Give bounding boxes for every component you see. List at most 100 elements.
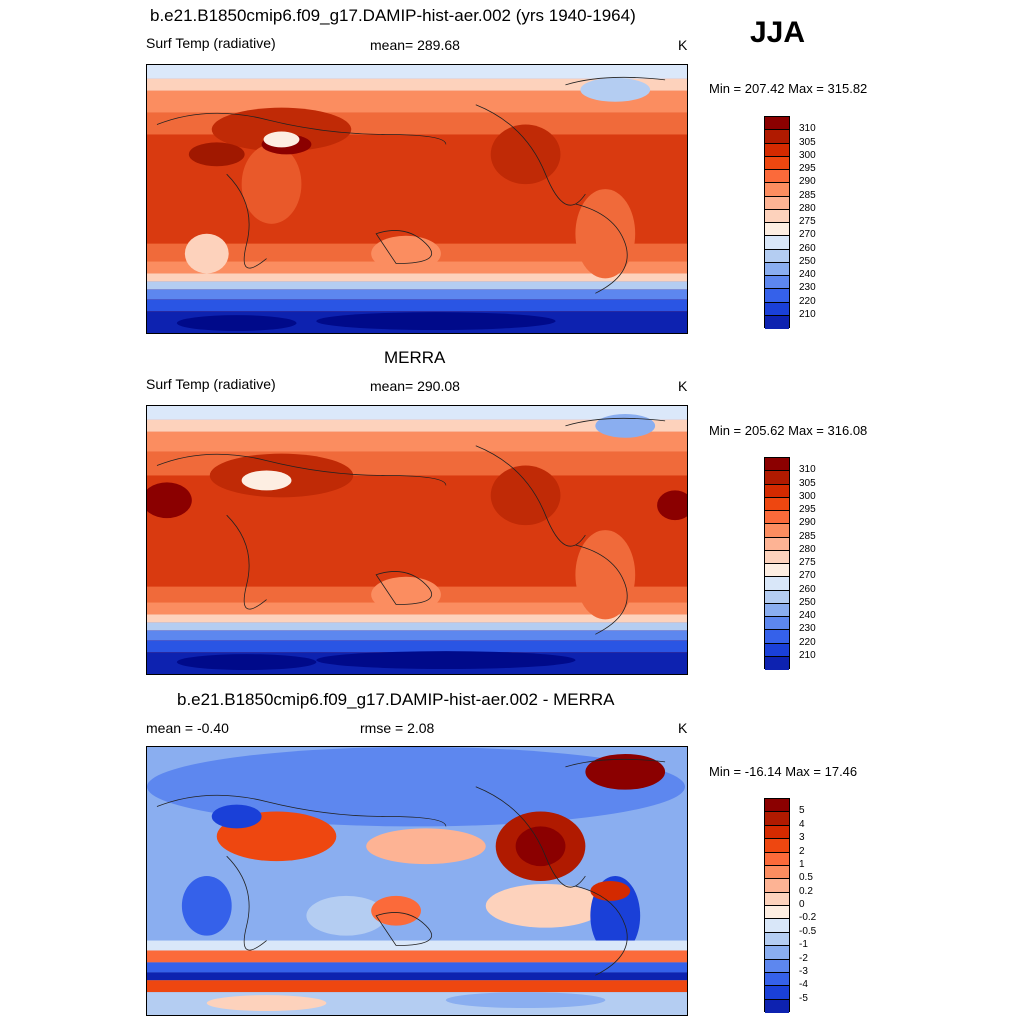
units-label: K: [678, 720, 688, 736]
colorbar-box: [765, 906, 789, 920]
map-obs: [146, 405, 688, 675]
colorbar-box: [765, 315, 789, 329]
colorbar-tick-label: 0.2: [799, 885, 813, 897]
colorbar-box: [765, 946, 789, 960]
colorbar-tick-label: 295: [799, 163, 816, 174]
colorbar-tick-label: 210: [799, 649, 816, 661]
colorbar-box: [765, 825, 789, 840]
colorbar-tick-label: 275: [799, 216, 816, 227]
colorbar-obs: [764, 457, 790, 670]
colorbar-tick-label: 295: [799, 504, 816, 515]
colorbar-box: [765, 537, 789, 551]
colorbar-tick-label: -2: [799, 952, 808, 964]
colorbar-box: [765, 196, 789, 210]
colorbar-tick-label: 240: [799, 610, 816, 621]
panel-title: b.e21.B1850cmip6.f09_g17.DAMIP-hist-aer.…: [150, 6, 636, 25]
colorbar-box: [765, 117, 789, 131]
colorbar-tick-label: 305: [799, 477, 816, 489]
variable-label: Surf Temp (radiative): [146, 35, 276, 51]
colorbar-box: [765, 999, 789, 1013]
colorbar-tick-label: 270: [799, 229, 816, 241]
colorbar-tick-label: -4: [799, 979, 808, 991]
colorbar-box: [765, 497, 789, 511]
colorbar-box: [765, 865, 789, 880]
colorbar-box: [765, 130, 789, 144]
colorbar-box: [765, 643, 789, 657]
colorbar-tick-label: -1: [799, 939, 808, 951]
mean-label: mean = -0.40: [146, 720, 229, 736]
map-field: [147, 747, 687, 1015]
colorbar-box: [765, 590, 789, 604]
colorbar-box: [765, 209, 789, 223]
min-max-label: Min = 205.62 Max = 316.08: [709, 423, 868, 438]
colorbar-box: [765, 656, 789, 670]
colorbar-tick-label: 210: [799, 308, 816, 320]
colorbar-box: [765, 550, 789, 564]
colorbar-box: [765, 799, 789, 813]
colorbar-box: [765, 972, 789, 987]
colorbar-box: [765, 812, 789, 826]
colorbar-box: [765, 617, 789, 631]
colorbar-tick-label: 220: [799, 636, 816, 648]
colorbar-tick-label: 3: [799, 832, 805, 844]
colorbar-box: [765, 458, 789, 472]
map-diff: [146, 746, 688, 1016]
colorbar-box: [765, 236, 789, 250]
season-label: JJA: [750, 16, 806, 49]
colorbar-box: [765, 302, 789, 316]
colorbar-box: [765, 143, 789, 157]
mean-label: mean= 290.08: [370, 378, 460, 394]
colorbar-box: [765, 524, 789, 538]
colorbar-box: [765, 919, 789, 933]
min-max-label: Min = 207.42 Max = 315.82: [709, 81, 868, 96]
colorbar-box: [765, 959, 789, 973]
colorbar-box: [765, 156, 789, 170]
colorbar-tick-label: 300: [799, 149, 816, 161]
colorbar-tick-label: 280: [799, 543, 816, 555]
colorbar-box: [765, 603, 789, 617]
colorbar-tick-label: 230: [799, 623, 816, 635]
panel-title: MERRA: [384, 348, 446, 367]
colorbar-tick-label: 260: [799, 583, 816, 595]
colorbar-box: [765, 630, 789, 644]
colorbar-tick-label: -5: [799, 992, 808, 1004]
colorbar-tick-label: 305: [799, 136, 816, 148]
mean-label: mean= 289.68: [370, 37, 460, 53]
colorbar-box: [765, 262, 789, 276]
colorbar-box: [765, 564, 789, 578]
colorbar-box: [765, 892, 789, 906]
panel-title: b.e21.B1850cmip6.f09_g17.DAMIP-hist-aer.…: [177, 690, 615, 709]
colorbar-tick-label: -3: [799, 965, 808, 977]
colorbar-box: [765, 511, 789, 525]
rmse-label: rmse = 2.08: [360, 720, 435, 736]
min-max-label: Min = -16.14 Max = 17.46: [709, 764, 858, 779]
colorbar-box: [765, 289, 789, 303]
colorbar-tick-label: 285: [799, 189, 816, 201]
colorbar-tick-label: 240: [799, 269, 816, 280]
variable-label: Surf Temp (radiative): [146, 376, 276, 392]
units-label: K: [678, 37, 688, 53]
colorbar-box: [765, 879, 789, 893]
colorbar-model: [764, 116, 790, 329]
colorbar-box: [765, 852, 789, 866]
map-model: [146, 64, 688, 334]
colorbar-box: [765, 170, 789, 184]
colorbar-box: [765, 577, 789, 591]
colorbar-tick-label: 4: [799, 818, 805, 830]
colorbar-tick-label: 250: [799, 255, 816, 267]
colorbar-tick-label: 5: [799, 805, 805, 817]
colorbar-tick-label: 0: [799, 899, 805, 910]
colorbar-box: [765, 223, 789, 237]
colorbar-tick-label: 260: [799, 242, 816, 254]
colorbar-diff: [764, 798, 790, 1013]
colorbar-box: [765, 484, 789, 498]
colorbar-tick-label: 300: [799, 490, 816, 502]
colorbar-box: [765, 276, 789, 290]
colorbar-tick-label: 290: [799, 176, 816, 188]
units-label: K: [678, 378, 688, 394]
colorbar-box: [765, 839, 789, 853]
colorbar-tick-label: 2: [799, 845, 805, 857]
colorbar-box: [765, 986, 789, 1000]
colorbar-tick-label: -0.2: [799, 912, 817, 924]
colorbar-box: [765, 183, 789, 197]
